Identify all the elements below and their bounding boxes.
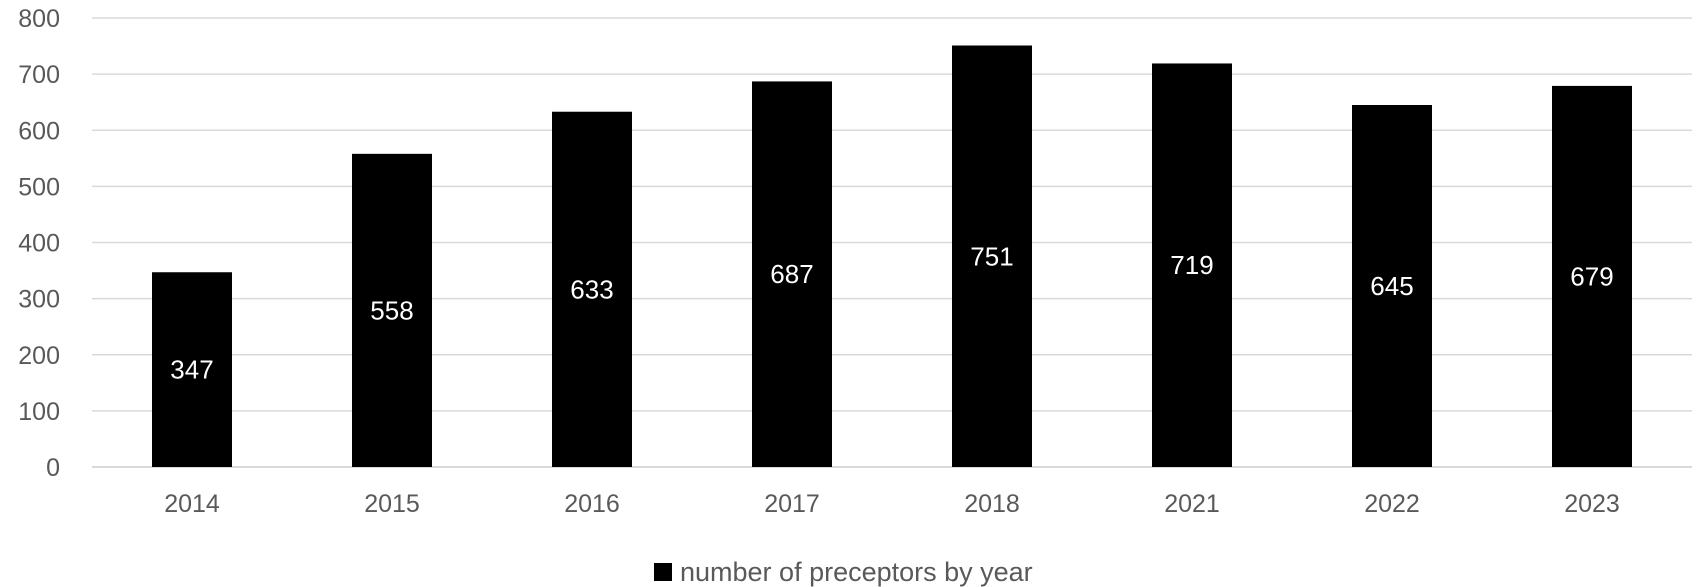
x-tick-label-2021: 2021 <box>1164 490 1220 518</box>
data-labels: 347 558 633 687 751 719 645 679 <box>170 241 1613 384</box>
x-tick-label-2014: 2014 <box>164 490 220 518</box>
y-tick-label-0: 0 <box>46 454 60 482</box>
y-tick-label-100: 100 <box>18 398 60 426</box>
y-tick-label-300: 300 <box>18 286 60 314</box>
bar-2015[interactable] <box>352 153 432 467</box>
y-axis-tick-labels: 0 100 200 300 400 500 600 700 800 <box>18 5 60 482</box>
data-label-2017: 687 <box>770 259 813 289</box>
data-label-2021: 719 <box>1170 250 1213 280</box>
x-tick-label-2016: 2016 <box>564 490 620 518</box>
y-tick-label-400: 400 <box>18 230 60 258</box>
bar-2021[interactable] <box>1152 63 1232 468</box>
bar-2017[interactable] <box>752 81 832 467</box>
legend-swatch <box>654 563 672 581</box>
x-tick-label-2017: 2017 <box>764 490 820 518</box>
data-label-2014: 347 <box>170 355 213 385</box>
data-label-2015: 558 <box>370 295 413 325</box>
data-label-2018: 751 <box>970 241 1013 271</box>
bar-2018[interactable] <box>952 45 1032 467</box>
y-tick-label-700: 700 <box>18 61 60 89</box>
x-axis-tick-labels: 2014 2015 2016 2017 2018 2021 2022 2023 <box>164 490 1620 518</box>
legend[interactable]: number of preceptors by year <box>654 557 1033 587</box>
y-tick-label-500: 500 <box>18 173 60 201</box>
y-tick-label-800: 800 <box>18 5 60 33</box>
x-tick-label-2018: 2018 <box>964 490 1020 518</box>
x-tick-label-2023: 2023 <box>1564 490 1620 518</box>
x-tick-label-2022: 2022 <box>1364 490 1420 518</box>
bars <box>152 45 1632 468</box>
bar-2016[interactable] <box>552 111 632 467</box>
bar-2022[interactable] <box>1352 104 1432 468</box>
y-tick-label-200: 200 <box>18 342 60 370</box>
bar-2014[interactable] <box>152 272 232 467</box>
x-tick-label-2015: 2015 <box>364 490 420 518</box>
data-label-2016: 633 <box>570 274 613 304</box>
bar-2023[interactable] <box>1552 85 1632 467</box>
data-label-2023: 679 <box>1570 261 1613 291</box>
y-tick-label-600: 600 <box>18 117 60 145</box>
gridlines <box>92 17 1692 468</box>
data-label-2022: 645 <box>1370 271 1413 301</box>
legend-label: number of preceptors by year <box>680 557 1033 587</box>
